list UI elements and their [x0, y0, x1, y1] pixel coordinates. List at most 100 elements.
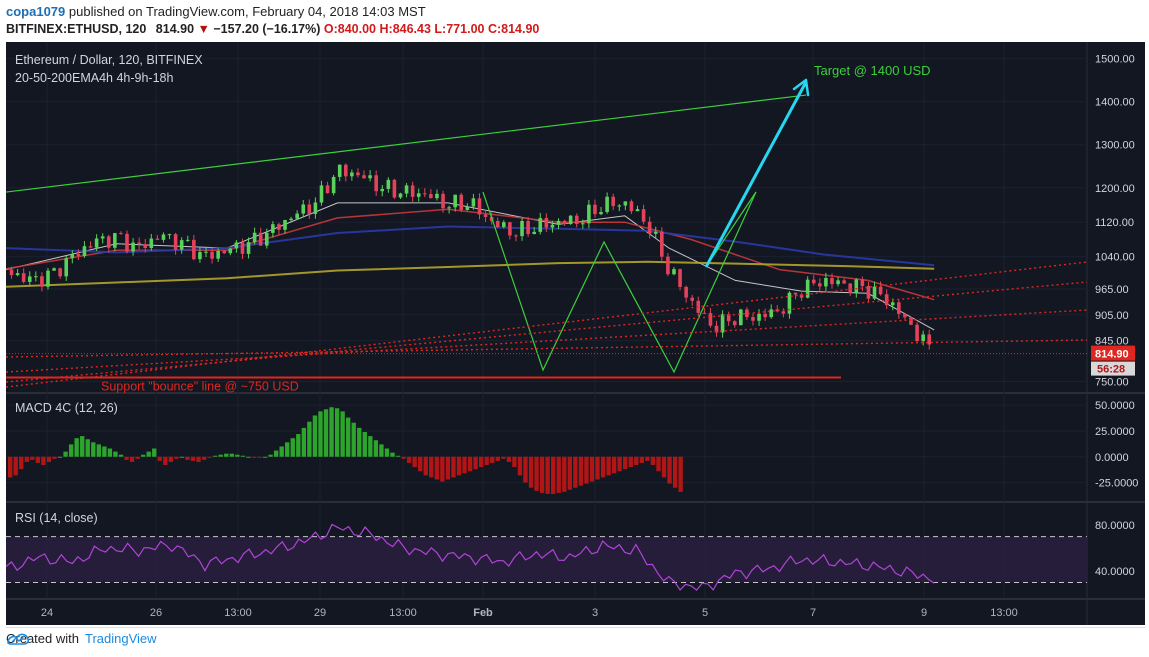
candle-body: [313, 202, 318, 214]
time-tick-label: 13:00: [224, 607, 252, 619]
candle-body: [398, 193, 403, 198]
macd-bar: [213, 455, 218, 457]
candle-body: [459, 194, 464, 210]
macd-bar: [30, 456, 35, 460]
candle-body: [325, 185, 330, 194]
macd-bar: [578, 456, 584, 486]
time-tick-label: 5: [702, 607, 708, 619]
candle-body: [106, 236, 111, 248]
candle-body: [811, 279, 816, 284]
macd-bar: [229, 453, 234, 457]
macd-bar: [523, 456, 528, 483]
macd-bar: [395, 455, 401, 457]
candle-body: [46, 270, 50, 287]
candle-body: [860, 279, 865, 287]
macd-bar: [346, 417, 351, 457]
macd-bar: [323, 409, 329, 457]
macd-bar: [179, 456, 185, 458]
candle-body: [76, 254, 81, 256]
candle-body: [544, 218, 549, 228]
macd-bar: [501, 456, 506, 459]
chart-area[interactable]: 24 26 13:00 29 13:00 Feb 3 5 7 9 13:00 750.00 845.00…: [6, 42, 1145, 625]
candle-body: [666, 256, 670, 275]
candle-body: [574, 215, 579, 224]
macd-bar: [74, 438, 79, 457]
macd-bar: [418, 456, 423, 472]
macd-bar: [174, 456, 179, 459]
macd-bar: [650, 456, 656, 466]
candle-body: [508, 222, 512, 236]
candle-body: [447, 207, 451, 209]
candle-body: [350, 172, 354, 177]
author-link[interactable]: copa1079: [6, 4, 66, 19]
macd-bar: [224, 453, 229, 457]
candle-body: [137, 242, 141, 245]
candle-body: [264, 232, 269, 246]
macd-bar: [163, 456, 168, 466]
macd-bar: [406, 456, 412, 463]
macd-bar: [539, 456, 545, 493]
macd-bar: [462, 456, 467, 474]
published-text: published on TradingView.com, February 0…: [68, 4, 426, 19]
macd-bar: [556, 456, 561, 493]
candle-body: [927, 334, 932, 345]
candle-body: [599, 212, 603, 215]
macd-bar: [290, 438, 295, 457]
macd-bar: [490, 456, 495, 463]
candle-body: [514, 235, 518, 237]
macd-bar: [268, 454, 273, 457]
macd-bar: [595, 456, 600, 480]
candle-body: [416, 193, 421, 197]
candle-body: [538, 218, 543, 232]
macd-bar: [279, 446, 284, 457]
macd-bar: [240, 455, 246, 457]
candle-body: [204, 251, 208, 253]
candle-body: [587, 204, 591, 224]
macd-bar: [196, 456, 201, 462]
candle-body: [818, 283, 822, 287]
rsi-line: [6, 523, 935, 591]
price-tick-label: 905.00: [1095, 310, 1129, 322]
time-tick-label: 3: [592, 607, 598, 619]
time-tick-label: 13:00: [389, 607, 417, 619]
macd-bar: [484, 456, 489, 466]
candle-body: [125, 233, 129, 252]
macd-bar: [157, 456, 162, 461]
macd-bar: [639, 456, 645, 463]
dotted-trendline-1: [6, 281, 1088, 383]
macd-bar: [285, 442, 290, 457]
tradingview-brand-link[interactable]: TradingView: [84, 631, 157, 646]
candle-body: [192, 239, 196, 260]
candle-body: [343, 164, 348, 177]
macd-bar: [434, 456, 439, 480]
candle-body: [356, 172, 360, 176]
macd-bar: [13, 456, 18, 476]
candle-body: [866, 286, 871, 299]
candle-body: [216, 250, 220, 259]
candle-body: [757, 313, 761, 321]
dotted-trendline-2: [6, 309, 1088, 373]
rsi-band-fill: [6, 536, 1087, 583]
candle-body: [641, 209, 646, 222]
candle-body: [690, 297, 695, 301]
candle-body: [295, 213, 299, 219]
ema-line-3: [6, 260, 935, 288]
macd-bar: [207, 456, 212, 458]
macd-bar: [528, 456, 534, 488]
price-change: −157.20 (−16.17%): [213, 22, 321, 36]
candle-body: [872, 286, 877, 299]
macd-bar: [440, 456, 445, 482]
macd-bar: [218, 454, 223, 457]
macd-bar: [379, 444, 384, 457]
candle-body: [58, 268, 62, 277]
candle-body: [234, 242, 239, 249]
chart-svg[interactable]: 24 26 13:00 29 13:00 Feb 3 5 7 9 13:00 750.00 845.00…: [6, 42, 1145, 625]
macd-bar: [390, 452, 395, 457]
candle-body: [70, 254, 75, 259]
macd-title: MACD 4C (12, 26): [15, 401, 118, 415]
price-tick-label: 1200.00: [1095, 183, 1135, 195]
candle-body: [374, 175, 378, 192]
candle-body: [660, 231, 664, 257]
candle-body: [897, 302, 901, 314]
candle-body: [465, 206, 470, 210]
